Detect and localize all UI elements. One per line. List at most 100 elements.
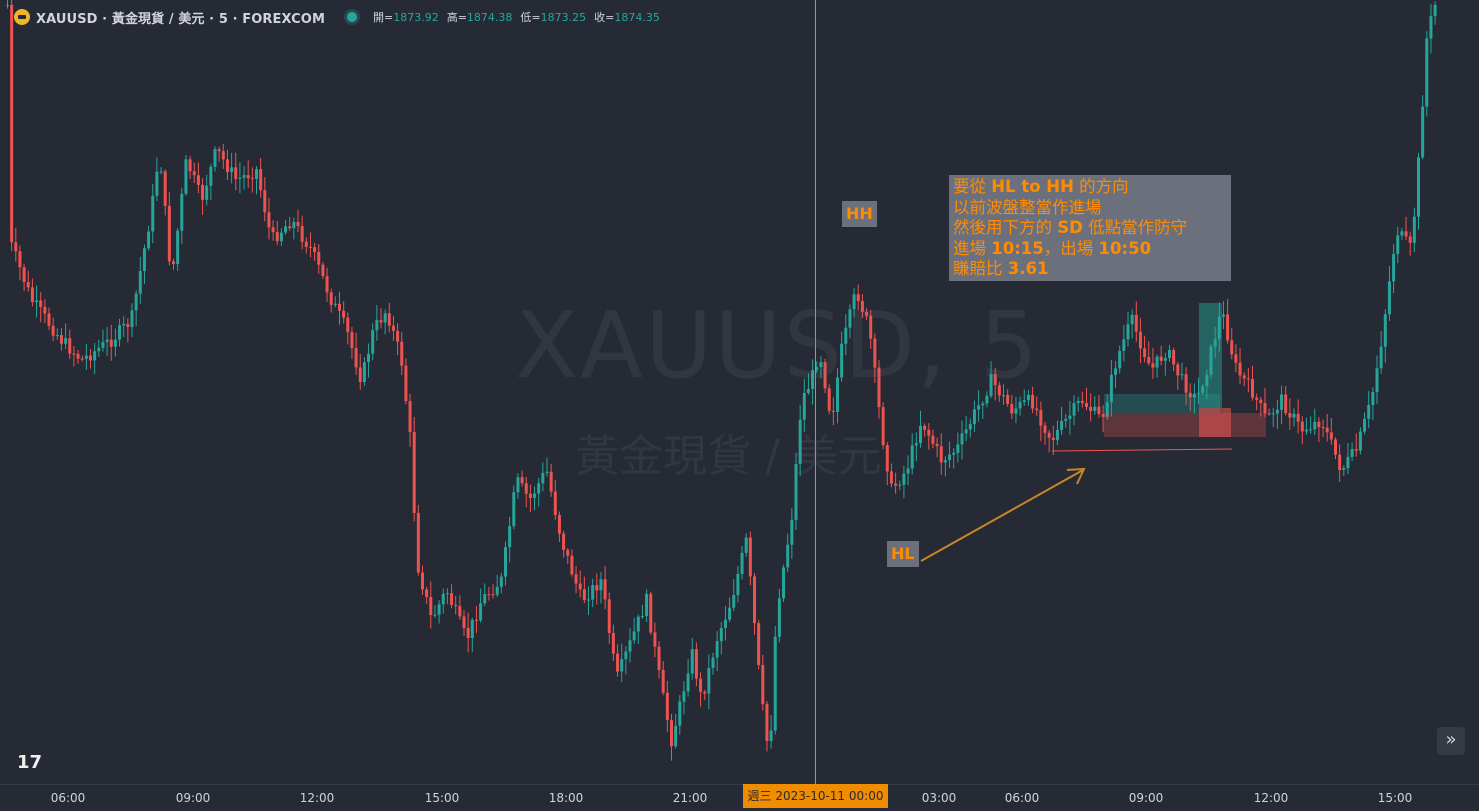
candle-body: [35, 300, 39, 303]
candle-body: [483, 594, 487, 604]
candle-body: [1147, 357, 1151, 364]
candle-body: [607, 599, 611, 633]
long-position-profit-zone-2[interactable]: [1199, 303, 1222, 408]
candle-body: [1213, 339, 1217, 347]
ohlc-values: 開=1873.92 高=1874.38 低=1873.25 收=1874.35: [373, 9, 660, 25]
long-position-risk-zone[interactable]: [1104, 413, 1266, 437]
crosshair-time-label: 週三 2023-10-11 00:00: [743, 784, 888, 808]
candle-body: [1130, 314, 1134, 325]
hh-label[interactable]: HH: [842, 201, 877, 227]
candle-body: [1163, 358, 1167, 361]
candle-body: [1346, 456, 1350, 469]
candle-body: [753, 576, 756, 624]
tradingview-logo-icon[interactable]: 17: [17, 752, 43, 773]
candle-body: [196, 175, 200, 185]
candle-body: [678, 701, 682, 726]
price-chart[interactable]: [0, 0, 1479, 784]
candle-body: [1296, 413, 1300, 422]
candle-body: [1192, 393, 1196, 398]
candle-body: [508, 526, 512, 548]
description-watermark: 黃金現貨 / 美元: [575, 431, 882, 482]
candle-body: [545, 471, 549, 474]
candle-body: [769, 730, 773, 742]
candle-body: [964, 429, 968, 434]
candle-body: [657, 646, 661, 670]
close-value: 1874.35: [614, 11, 660, 24]
candle-body: [454, 604, 458, 607]
candle-body: [109, 339, 113, 347]
candle-body: [1010, 404, 1014, 414]
candle-body: [288, 226, 292, 229]
candle-body: [105, 339, 109, 343]
candle-body: [848, 309, 852, 328]
candle-body: [342, 310, 346, 318]
candle-body: [873, 338, 877, 368]
candle-body: [831, 410, 835, 412]
candle-body: [89, 355, 92, 361]
time-tick: 15:00: [1377, 791, 1413, 805]
candle-body: [553, 491, 557, 515]
candle-body: [172, 261, 175, 264]
candle-body: [59, 335, 63, 344]
candle-body: [1097, 406, 1101, 415]
annotation-note[interactable]: 要從 HL to HH 的方向 以前波盤整當作進場 然後用下方的 SD 低點當作…: [949, 175, 1231, 281]
candle-body: [404, 365, 408, 402]
candle-body: [51, 325, 55, 336]
long-position-profit-zone[interactable]: [1104, 394, 1220, 413]
candle-body: [429, 597, 433, 616]
candle-body: [1342, 468, 1346, 470]
candle-body: [1234, 354, 1238, 363]
candle-body: [1209, 346, 1213, 375]
candle-body: [840, 343, 844, 378]
candle-body: [1076, 400, 1080, 404]
candle-body: [1392, 254, 1396, 282]
candle-body: [1408, 236, 1412, 243]
candle-body: [977, 405, 981, 410]
candle-body: [1134, 314, 1138, 332]
candle-body: [1246, 378, 1250, 380]
candle-body: [865, 311, 869, 316]
candle-body: [591, 585, 595, 600]
candle-body: [1433, 4, 1437, 17]
long-position-stop-zone-2[interactable]: [1199, 408, 1231, 437]
candle-body: [329, 292, 333, 305]
direction-arrow[interactable]: [920, 469, 1084, 562]
candle-body: [1396, 235, 1400, 255]
candle-body: [1400, 231, 1404, 236]
expand-button[interactable]: »: [1437, 727, 1465, 755]
candle-body: [379, 320, 383, 323]
time-axis[interactable]: 06:00 09:00 12:00 15:00 18:00 21:00 03:0…: [0, 784, 1479, 811]
candle-body: [1035, 408, 1039, 411]
candle-body: [367, 353, 371, 363]
candle-body: [1089, 407, 1093, 411]
candle-body: [383, 313, 387, 323]
candle-body: [350, 332, 354, 349]
candle-body: [595, 585, 599, 591]
candle-body: [927, 429, 931, 436]
hl-label[interactable]: HL: [887, 541, 919, 567]
candle-body: [1188, 392, 1192, 398]
candle-body: [1022, 400, 1026, 402]
candle-body: [267, 212, 271, 228]
time-tick: 12:00: [299, 791, 335, 805]
candle-body: [425, 589, 429, 598]
candle-body: [1031, 394, 1035, 409]
candle-body: [711, 657, 715, 669]
candle-body: [931, 435, 935, 444]
candle-body: [1184, 374, 1188, 393]
candle-body: [715, 641, 719, 658]
candle-body: [1085, 403, 1088, 408]
candle-body: [155, 171, 159, 196]
time-tick: 12:00: [1253, 791, 1289, 805]
candle-body: [284, 226, 288, 233]
candle-body: [234, 167, 238, 179]
candle-body: [300, 226, 304, 242]
candle-body: [296, 221, 300, 227]
symbol-title[interactable]: XAUUSD · 黃金現貨 / 美元 · 5 · FOREXCOM: [36, 11, 325, 27]
candle-body: [1275, 409, 1279, 414]
candle-body: [122, 323, 126, 326]
high-label: 高=: [446, 11, 467, 24]
candle-body: [852, 294, 856, 310]
candle-body: [1284, 394, 1288, 414]
sd-low-line[interactable]: [1051, 448, 1233, 452]
